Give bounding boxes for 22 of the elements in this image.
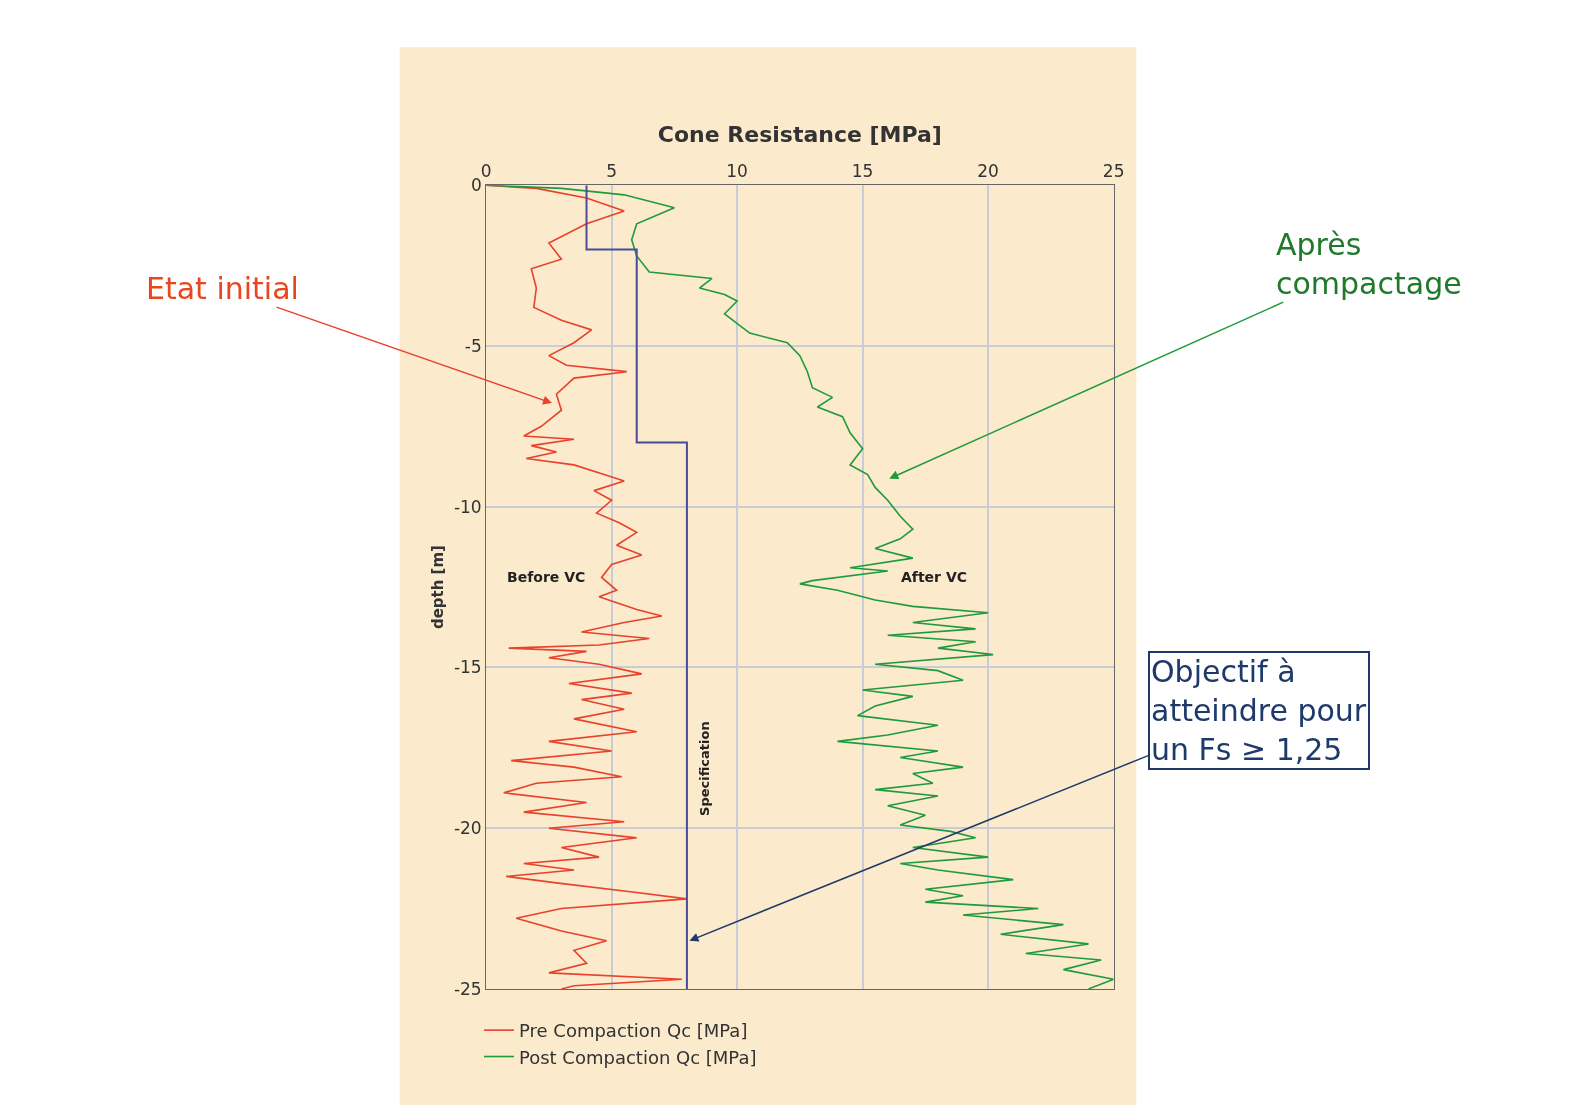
legend-label: Post Compaction Qc [MPa] bbox=[518, 1046, 757, 1068]
x-tick-label: 10 bbox=[726, 161, 748, 182]
y-tick-label: -15 bbox=[453, 657, 482, 678]
annotation: Objectif à atteindre pour un Fs ≥ 1,25 bbox=[1151, 654, 1367, 767]
x-tick-label: 5 bbox=[606, 161, 618, 182]
y-tick-label: -10 bbox=[453, 496, 482, 517]
annotation: After VC bbox=[901, 569, 968, 585]
x-tick-label: 25 bbox=[1102, 161, 1125, 182]
line-series bbox=[585, 185, 688, 989]
text: Après compactage bbox=[1276, 227, 1462, 301]
text: Specification bbox=[697, 721, 713, 816]
x-tick-label: 20 bbox=[977, 161, 999, 182]
y-tick-label: -5 bbox=[464, 335, 482, 356]
chart-title: Cone Resistance [MPa] bbox=[657, 122, 942, 148]
y-tick-label: -25 bbox=[453, 978, 482, 999]
y-tick-label: 0 bbox=[470, 175, 482, 196]
y-axis-title: depth [m] bbox=[429, 545, 448, 630]
text: Etat initial bbox=[146, 271, 299, 306]
x-tick-label: 15 bbox=[851, 161, 874, 182]
y-tick-label: -20 bbox=[453, 818, 482, 839]
annotation: Before VC bbox=[507, 569, 586, 585]
legend-label: Pre Compaction Qc [MPa] bbox=[518, 1020, 748, 1042]
